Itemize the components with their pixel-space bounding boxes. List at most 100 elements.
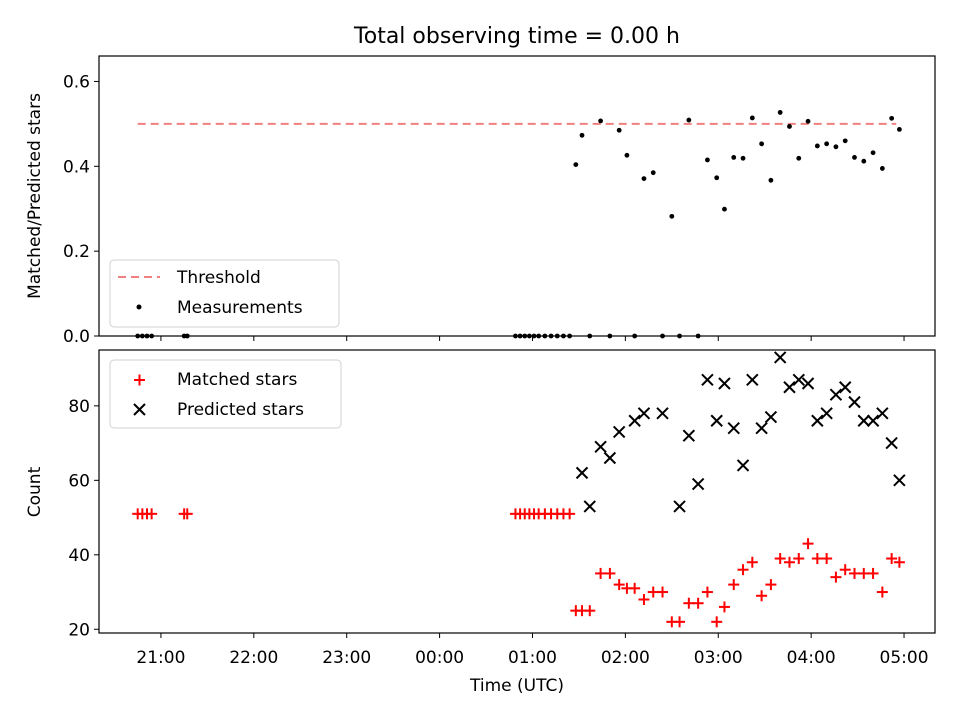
measurement-point	[567, 333, 573, 339]
matched-stars-point	[793, 553, 805, 565]
top-legend: Threshold Measurements	[109, 259, 340, 328]
measurement-point	[139, 333, 145, 339]
matched-stars-point	[584, 605, 596, 617]
matched-stars-point	[711, 616, 723, 628]
measurement-point	[879, 166, 885, 171]
x-tick-label: 22:00	[229, 648, 278, 668]
bottom-panel: 20 40 60 80 21:00 22:00 23:00 00:00 01:00 02:00 0…	[25, 349, 936, 696]
measurement-point	[587, 333, 593, 339]
measurement-point	[579, 132, 585, 138]
measurement-point	[513, 333, 518, 339]
top-y-tick-label: 0.4	[63, 157, 90, 177]
predicted-stars-point	[839, 381, 852, 394]
measurement-point	[842, 138, 848, 144]
top-y-ticks: 0.0 0.2 0.4 0.6	[63, 72, 99, 347]
matched-stars-point	[839, 564, 851, 576]
predicted-stars-point	[691, 477, 705, 491]
measurement-point	[135, 333, 141, 339]
predicted-stars-point	[885, 436, 898, 450]
predicted-stars-point	[773, 351, 787, 364]
predicted-stars-point	[848, 395, 861, 409]
bottom-y-tick-label: 40	[68, 546, 90, 566]
measurement-point	[695, 333, 701, 339]
measurement-point	[686, 117, 692, 123]
predicted-stars-point	[811, 414, 824, 427]
top-y-axis-label: Matched/Predicted stars	[25, 93, 45, 299]
bottom-y-ticks: 20 40 60 80	[68, 397, 99, 640]
matched-stars-point	[146, 508, 158, 520]
measurement-point	[722, 206, 727, 212]
bottom-y-tick-label: 80	[68, 397, 90, 417]
legend-measurements-label: Measurements	[177, 298, 303, 318]
matched-stars-point	[181, 508, 193, 520]
predicted-stars-point	[594, 440, 607, 454]
measurement-point	[768, 177, 774, 183]
matched-stars-point	[830, 571, 842, 583]
legend-matched-swatch	[134, 374, 145, 386]
measurement-point	[650, 170, 656, 176]
matched-stars-point	[604, 567, 616, 579]
measurement-point	[522, 333, 528, 339]
measurement-point	[805, 118, 811, 124]
measurement-point	[554, 333, 560, 339]
predicted-stars-point	[876, 407, 889, 420]
matched-stars-point	[746, 556, 758, 568]
measurement-point	[526, 333, 532, 339]
measurement-point	[777, 110, 783, 115]
legend-measurements-swatch	[136, 304, 142, 310]
predicted-stars-point	[746, 373, 759, 386]
matched-stars-point	[876, 586, 888, 598]
measurement-point	[824, 141, 830, 147]
predicted-stars-point	[755, 421, 768, 435]
matched-stars-point	[774, 553, 786, 565]
predicted-stars-point	[603, 451, 617, 465]
matched-stars-point	[728, 579, 740, 591]
matched-stars-point	[737, 564, 749, 576]
measurement-point	[714, 175, 720, 181]
predicted-stars-point	[682, 429, 696, 442]
predicted-stars-point	[893, 474, 906, 487]
x-tick-label: 05:00	[880, 648, 929, 668]
measurement-point	[889, 115, 895, 121]
matched-stars-point	[867, 567, 879, 579]
measurement-point	[861, 158, 867, 164]
matched-stars-point	[595, 567, 607, 579]
legend-matched-label: Matched stars	[177, 370, 297, 390]
measurement-point	[517, 333, 523, 339]
predicted-stars-point	[637, 407, 651, 420]
matched-stars-point	[848, 567, 860, 579]
predicted-stars-point	[829, 388, 843, 401]
measurement-point	[896, 126, 902, 132]
bottom-marks	[132, 351, 906, 628]
x-tick-label: 04:00	[787, 648, 836, 668]
top-y-tick-label: 0.0	[63, 327, 90, 347]
measurement-point	[607, 333, 613, 339]
predicted-stars-point	[792, 373, 805, 386]
predicted-stars-point	[866, 414, 880, 427]
x-tick-label: 23:00	[322, 648, 371, 668]
matched-stars-point	[765, 579, 777, 591]
matched-stars-point	[783, 556, 795, 568]
measurement-point	[641, 176, 647, 182]
measurement-point	[749, 115, 755, 121]
x-tick-label: 03:00	[694, 648, 743, 668]
matched-stars-point	[858, 567, 870, 579]
matched-stars-point	[613, 579, 625, 591]
measurement-point	[677, 333, 682, 339]
x-tick-label: 01:00	[508, 648, 557, 668]
predicted-stars-point	[612, 425, 626, 439]
x-tick-label: 21:00	[136, 648, 185, 668]
measurement-point	[632, 333, 638, 339]
measurement-point	[731, 154, 737, 160]
x-tick-label: 00:00	[415, 648, 464, 668]
matched-stars-point	[802, 538, 814, 550]
matched-stars-point	[564, 508, 576, 520]
matched-stars-point	[893, 556, 905, 568]
predicted-stars-point	[628, 414, 641, 427]
top-y-tick-label: 0.6	[63, 72, 90, 92]
measurement-point	[787, 124, 792, 129]
matched-stars-point	[629, 582, 641, 594]
matched-stars-point	[811, 553, 823, 565]
bottom-y-tick-label: 60	[68, 471, 90, 491]
